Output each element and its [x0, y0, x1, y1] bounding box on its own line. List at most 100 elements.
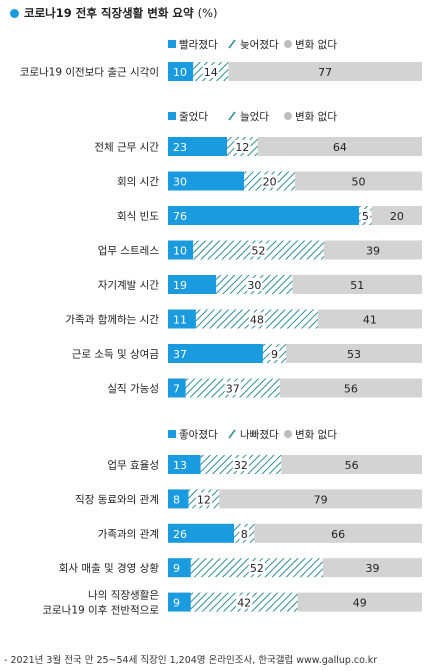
value-label: 66: [331, 528, 345, 541]
bar-segment-solid: [168, 378, 186, 398]
bar-segment-gray: [322, 558, 422, 578]
category-label: 코로나19 이후 전반적으로: [42, 605, 159, 617]
value-label: 37: [226, 383, 240, 396]
legend-swatch-hatch: [228, 111, 236, 121]
category-label: 코로나19 이전보다 출근 시각이: [20, 67, 159, 79]
value-label: 37: [173, 348, 187, 361]
value-label-bg: [195, 492, 213, 506]
value-label: 12: [235, 141, 249, 154]
category-label: 직장 동료와의 관계: [75, 494, 159, 506]
bar-segment-gray: [281, 455, 422, 474]
legend-label: 좋아졌다: [179, 428, 218, 441]
value-label-bg: [248, 312, 265, 326]
bar-segment-solid: [168, 344, 263, 363]
bar-segment-solid: [168, 309, 196, 329]
value-label: 10: [173, 245, 187, 258]
legend-label: 늘었다: [240, 111, 269, 123]
bar-segment-gray: [371, 206, 422, 225]
bar-segment-gray: [317, 309, 422, 329]
legend-swatch-solid: [168, 40, 176, 48]
value-label: 79: [314, 493, 328, 506]
category-label: 가족과 함께하는 시간: [65, 313, 159, 326]
bar-segment-solid: [168, 171, 245, 191]
value-label: 39: [365, 562, 379, 575]
value-label-bg: [224, 381, 241, 395]
bar-segment-gray: [279, 378, 422, 398]
value-label: 20: [263, 176, 277, 189]
category-label: 가족과의 관계: [98, 528, 159, 540]
value-label: 32: [234, 459, 248, 472]
value-label-bg: [234, 140, 251, 153]
bar-segment-gray: [219, 489, 422, 509]
value-label: 42: [237, 597, 251, 610]
legend-label: 줄었다: [179, 111, 208, 123]
value-label: 8: [241, 528, 248, 541]
value-label: 51: [350, 279, 364, 292]
bar-segment-solid: [168, 523, 235, 543]
bar-segment-solid: [168, 275, 217, 294]
category-label: 회의 시간: [117, 176, 159, 188]
value-label-bg: [236, 595, 253, 609]
value-label-bg: [248, 561, 265, 575]
value-label: 52: [250, 562, 264, 575]
value-label: 26: [173, 528, 187, 541]
bar-segment-gray: [254, 523, 422, 543]
bar-segment-gray: [286, 344, 422, 363]
bar-segment-gray: [297, 592, 422, 612]
value-label: 8: [173, 493, 180, 506]
value-label: 56: [344, 383, 358, 396]
value-label: 23: [173, 141, 187, 154]
legend-label: 빨라졌다: [179, 38, 218, 51]
legend-swatch-solid: [168, 430, 176, 438]
category-label: 전체 근무 시간: [94, 142, 159, 154]
legend-swatch-hatch: [228, 39, 236, 49]
legend-swatch-gray: [284, 40, 292, 48]
value-label-bg: [269, 347, 280, 360]
value-label: 20: [390, 210, 404, 223]
value-label: 9: [173, 597, 180, 610]
legend-swatch-gray: [284, 430, 292, 438]
value-label-bg: [360, 209, 371, 222]
value-label: 41: [363, 314, 377, 327]
category-label: 실직 가능성: [107, 383, 159, 395]
value-label: 7: [173, 383, 180, 396]
value-label: 50: [352, 176, 366, 189]
category-label: 업무 스트레스: [98, 244, 160, 257]
legend-label: 변화 없다: [295, 38, 337, 51]
bar-segment-gray: [295, 171, 422, 191]
bar-segment-solid: [168, 455, 201, 474]
value-label: 9: [271, 348, 278, 361]
value-label: 30: [247, 279, 261, 292]
bar-segment-gray: [292, 275, 422, 294]
value-label: 19: [173, 279, 187, 292]
category-label: 회식 빈도: [117, 211, 159, 223]
value-label: 48: [250, 314, 264, 327]
category-label: 근로 소득 및 상여금: [72, 349, 160, 361]
legend-label: 늦어졌다: [240, 38, 279, 51]
value-label: 76: [173, 210, 187, 223]
value-label-bg: [250, 243, 267, 257]
legend-swatch-solid: [168, 112, 176, 120]
value-label: 64: [333, 141, 347, 154]
value-label-bg: [246, 278, 263, 291]
category-label: 회사 매출 및 경영 상황: [59, 562, 160, 575]
value-label-bg: [202, 65, 219, 78]
value-label: 77: [318, 66, 332, 79]
bar-segment-solid: [168, 592, 191, 612]
value-label: 14: [204, 66, 218, 79]
value-label: 10: [173, 66, 187, 79]
value-label: 5: [362, 210, 369, 223]
bar-segment-solid: [168, 489, 189, 509]
category-label: 자기계발 시간: [98, 280, 160, 292]
value-label: 56: [345, 459, 359, 472]
bar-segment-gray: [228, 62, 422, 81]
legend-label: 변화 없다: [295, 110, 337, 123]
value-label-bg: [261, 174, 278, 188]
bar-segment-solid: [168, 206, 360, 225]
value-label: 9: [173, 562, 180, 575]
legend-label: 변화 없다: [295, 428, 337, 441]
legend-swatch-gray: [284, 112, 292, 120]
